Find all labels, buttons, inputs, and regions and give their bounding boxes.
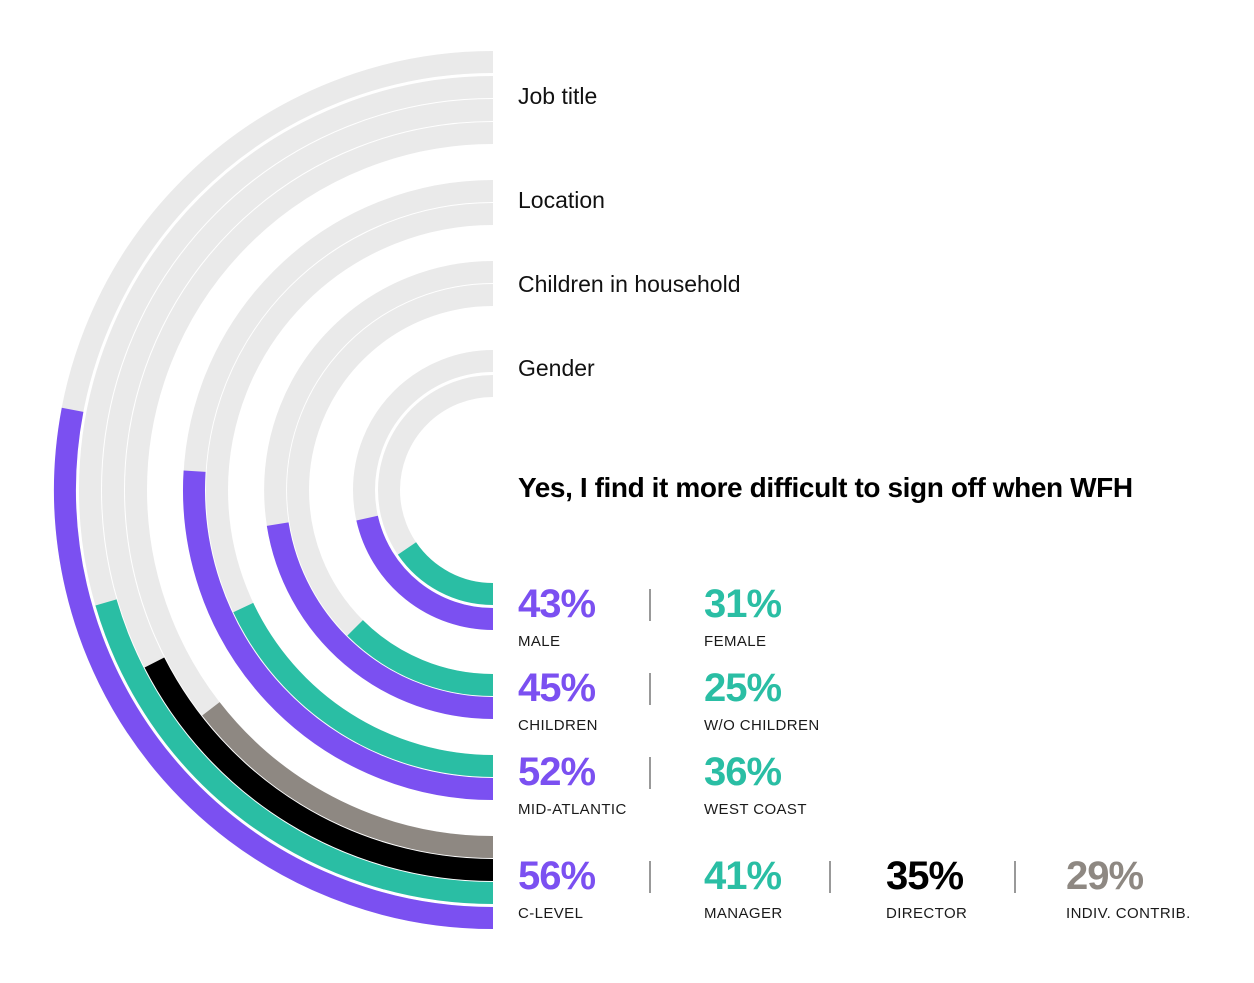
stat-label-west-coast: WEST COAST	[704, 801, 807, 818]
stat-divider	[649, 861, 651, 893]
stat-label-mid-atlantic: MID-ATLANTIC	[518, 801, 627, 818]
arc-value-mid-atlantic	[183, 470, 494, 800]
stat-west-coast: 36% WEST COAST	[704, 752, 807, 818]
stat-value-children: 45%	[518, 666, 596, 710]
arc-value-west-coast	[233, 602, 494, 777]
stat-female: 31% FEMALE	[704, 582, 782, 650]
stat-divider	[649, 589, 651, 621]
stat-value-indiv-contrib: 29%	[1066, 854, 1144, 898]
arc-value-female	[397, 541, 494, 605]
stat-children: 45% CHILDREN	[518, 668, 598, 734]
stat-label-male: MALE	[518, 633, 561, 650]
arc-value-male	[356, 515, 494, 630]
stat-c-level: 56% C-LEVEL	[518, 854, 596, 922]
stat-manager: 41% MANAGER	[704, 856, 783, 922]
stat-label-c-level: C-LEVEL	[518, 905, 584, 922]
stat-mid-atlantic: 52% MID-ATLANTIC	[518, 752, 627, 818]
stat-label-w-o-children: W/O CHILDREN	[704, 717, 820, 734]
arc-value-children	[266, 522, 494, 719]
group-label-location: Location	[518, 187, 605, 213]
stat-label-female: FEMALE	[704, 633, 767, 650]
arc-value-manager	[95, 599, 494, 904]
stat-value-manager: 41%	[704, 854, 782, 898]
stat-indiv-contrib: 29% INDIV. CONTRIB.	[1066, 856, 1191, 922]
stat-label-manager: MANAGER	[704, 905, 783, 922]
chart-title: Yes, I find it more difficult to sign of…	[518, 472, 1133, 503]
stat-value-c-level: 56%	[518, 854, 596, 898]
stat-divider	[1014, 861, 1016, 893]
arc-value-director	[144, 657, 494, 881]
stat-label-director: DIRECTOR	[886, 905, 968, 922]
group-label-job-title: Job title	[518, 83, 598, 109]
arc-value-c-level	[54, 407, 494, 929]
arc-value-indiv-contrib	[202, 702, 494, 858]
stat-value-w-o-children: 25%	[704, 666, 782, 710]
stat-value-director: 35%	[886, 854, 964, 898]
stat-value-west-coast: 36%	[704, 750, 782, 794]
stat-divider	[829, 861, 831, 893]
stat-value-male: 43%	[518, 582, 596, 626]
stat-director: 35% DIRECTOR	[886, 856, 967, 922]
stat-w-o-children: 25% W/O CHILDREN	[704, 668, 820, 734]
stat-divider	[649, 757, 651, 789]
stat-value-mid-atlantic: 52%	[518, 750, 596, 794]
stat-value-female: 31%	[704, 582, 782, 626]
stat-divider	[649, 673, 651, 705]
stat-male: 43% MALE	[518, 582, 596, 650]
arc-value-w-o-children	[347, 620, 494, 696]
group-label-children-in-household: Children in household	[518, 271, 741, 297]
stat-label-children: CHILDREN	[518, 717, 598, 734]
group-label-gender: Gender	[518, 355, 595, 381]
stat-label-indiv-contrib: INDIV. CONTRIB.	[1066, 905, 1191, 922]
